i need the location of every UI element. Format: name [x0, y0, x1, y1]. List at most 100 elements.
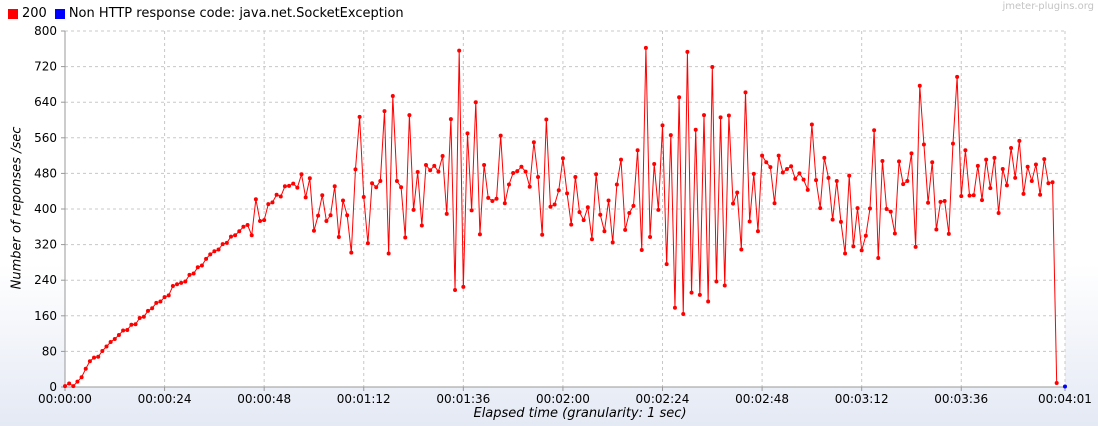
data-point-200 [191, 271, 196, 276]
data-point-200 [515, 169, 520, 174]
x-tick-label: 00:04:01 [1038, 392, 1092, 406]
data-point-200 [79, 375, 84, 380]
y-tick-label: 320 [34, 238, 57, 252]
data-point-200 [282, 184, 287, 189]
data-point-200 [1025, 164, 1030, 169]
data-point-200 [619, 157, 624, 162]
data-point-200 [399, 185, 404, 190]
data-point-200 [436, 169, 441, 174]
data-point-200 [988, 186, 993, 191]
data-point-200 [378, 178, 383, 183]
data-point-200 [581, 218, 586, 223]
data-point-200 [863, 233, 868, 238]
data-point-200 [303, 195, 308, 200]
data-point-200 [1017, 138, 1022, 143]
data-point-200 [353, 167, 358, 172]
data-point-200 [311, 228, 316, 233]
data-point-200 [324, 219, 329, 224]
data-point-200 [996, 211, 1001, 215]
data-point-200 [158, 299, 163, 304]
legend: 200 Non HTTP response code: java.net.Soc… [8, 6, 412, 21]
data-point-200 [299, 172, 304, 177]
data-point-200 [224, 240, 229, 245]
data-point-200 [374, 185, 379, 190]
data-point-200 [722, 283, 727, 288]
data-point-200 [428, 168, 433, 173]
data-point-200 [560, 156, 565, 161]
data-point-200 [278, 194, 283, 199]
data-point-200 [494, 196, 499, 201]
data-point-200 [482, 162, 487, 167]
data-point-200 [681, 312, 686, 317]
data-point-200 [909, 151, 914, 156]
data-point-200 [847, 173, 852, 178]
x-tick-label: 00:03:12 [835, 392, 889, 406]
data-point-200 [154, 300, 159, 305]
x-axis-label: Elapsed time (granularity: 1 sec) [473, 406, 687, 421]
data-point-200 [959, 194, 964, 199]
data-point-200 [697, 292, 702, 297]
data-point-200 [208, 252, 213, 257]
data-point-200 [1050, 180, 1055, 185]
data-point-200 [809, 122, 814, 127]
data-point-200 [370, 181, 375, 186]
data-point-200 [627, 211, 632, 215]
legend-swatch-socket-exception [54, 8, 65, 19]
data-point-200 [523, 169, 528, 174]
data-point-200 [971, 193, 976, 198]
data-point-200 [183, 279, 188, 284]
data-point-200 [984, 157, 989, 162]
data-point-200 [204, 256, 209, 261]
data-point-200 [1000, 166, 1005, 171]
data-point-200 [552, 202, 557, 207]
data-point-200 [258, 219, 263, 224]
data-point-200 [668, 133, 673, 138]
data-point-200 [814, 178, 819, 183]
data-point-200 [199, 263, 204, 268]
data-point-200 [341, 198, 346, 203]
data-point-200 [602, 229, 607, 234]
data-point-200 [585, 205, 590, 210]
data-point-200 [726, 113, 731, 118]
data-point-200 [652, 162, 657, 167]
data-point-200 [349, 250, 354, 255]
data-point-200 [743, 90, 748, 95]
data-point-200 [693, 127, 698, 132]
data-point-200 [141, 314, 146, 319]
data-point-200 [739, 247, 744, 252]
y-tick-label: 160 [34, 309, 57, 323]
data-point-200 [357, 114, 362, 119]
data-point-200 [179, 280, 184, 285]
data-point-200 [876, 255, 881, 260]
data-point-200 [465, 131, 470, 136]
x-tick-label: 00:00:00 [38, 392, 92, 406]
data-point-200 [710, 65, 715, 70]
data-point-200 [892, 231, 897, 236]
data-point-200 [96, 354, 101, 359]
data-point-200 [394, 178, 399, 183]
y-tick-label: 80 [42, 344, 57, 358]
data-point-200 [826, 175, 831, 180]
data-point-200 [867, 206, 872, 211]
data-point-200 [772, 201, 777, 206]
legend-label-socket-exception: Non HTTP response code: java.net.SocketE… [68, 6, 404, 21]
data-point-200 [407, 113, 412, 118]
data-point-200 [714, 279, 719, 284]
data-point-200 [274, 192, 279, 197]
data-point-200 [527, 184, 532, 189]
data-point-200 [594, 172, 599, 177]
x-tick-label: 00:02:24 [636, 392, 690, 406]
data-point-200 [498, 133, 503, 138]
data-point-200 [233, 233, 238, 238]
data-point-200 [295, 185, 300, 190]
data-point-200 [610, 240, 615, 245]
data-point-200 [897, 159, 902, 164]
data-point-200 [872, 128, 877, 133]
x-tick-label: 00:00:24 [138, 392, 192, 406]
data-point-200 [270, 200, 275, 205]
data-point-200 [457, 48, 462, 53]
data-point-200 [934, 227, 939, 232]
data-point-200 [930, 160, 935, 165]
data-point-200 [805, 187, 810, 192]
